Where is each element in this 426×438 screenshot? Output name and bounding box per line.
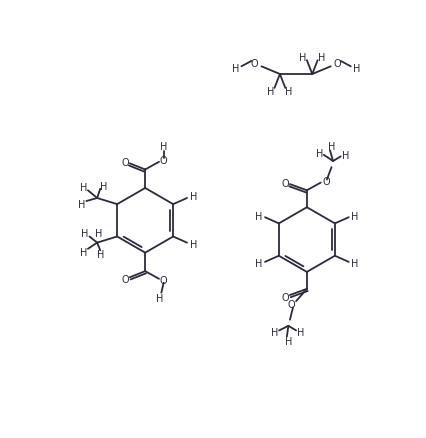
Text: H: H — [351, 259, 359, 269]
Text: O: O — [121, 274, 129, 284]
Text: H: H — [267, 87, 274, 97]
Text: H: H — [285, 87, 293, 97]
Text: O: O — [322, 177, 330, 187]
Text: O: O — [121, 157, 129, 167]
Text: H: H — [81, 229, 89, 239]
Text: O: O — [282, 292, 289, 302]
Text: H: H — [351, 211, 359, 221]
Text: H: H — [353, 64, 361, 74]
Text: H: H — [80, 183, 87, 193]
Text: H: H — [328, 141, 335, 151]
Text: H: H — [190, 192, 197, 202]
Text: H: H — [160, 142, 167, 152]
Text: H: H — [316, 149, 323, 159]
Text: H: H — [80, 247, 87, 257]
Text: H: H — [297, 327, 305, 337]
Text: H: H — [100, 181, 107, 191]
Text: H: H — [156, 293, 164, 304]
Text: O: O — [251, 59, 258, 69]
Text: O: O — [334, 59, 342, 69]
Text: H: H — [232, 64, 239, 74]
Text: O: O — [160, 276, 167, 286]
Text: H: H — [271, 327, 278, 337]
Text: O: O — [288, 300, 295, 310]
Text: H: H — [299, 53, 307, 63]
Text: H: H — [318, 53, 325, 63]
Text: H: H — [255, 211, 262, 221]
Text: H: H — [190, 240, 197, 250]
Text: H: H — [285, 336, 292, 346]
Text: H: H — [97, 250, 104, 260]
Text: H: H — [342, 151, 349, 160]
Text: O: O — [160, 156, 167, 166]
Text: O: O — [282, 178, 289, 188]
Text: H: H — [255, 259, 262, 269]
Text: H: H — [95, 229, 102, 239]
Text: H: H — [78, 200, 86, 210]
